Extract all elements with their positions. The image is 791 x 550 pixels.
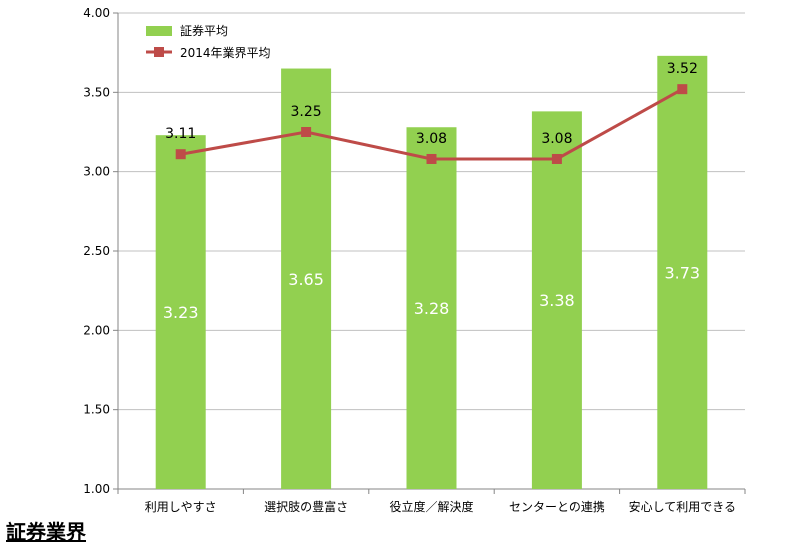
labels: 3.23 3.65 3.28 3.38 3.73 3.11 3.25 3.08 3.08 3.52 [163,61,700,322]
line-data-label: 3.25 [291,104,322,120]
bar [406,127,457,490]
bars [155,55,708,490]
y-tick-label: 1.50 [83,403,110,417]
bar [155,135,206,489]
bar-data-label: 3.28 [414,299,450,318]
x-tick-label: 安心して利用できる [629,499,736,514]
line-point [175,149,186,160]
line-data-label: 3.08 [541,131,572,147]
bar-data-label: 3.73 [664,263,700,282]
x-tick-label: センターとの連携 [509,499,605,514]
bar-data-label: 3.38 [539,291,575,310]
y-tick-label: 4.00 [83,6,110,20]
line-data-label: 3.52 [667,61,698,77]
bar-data-label: 3.23 [163,303,199,322]
bar [281,68,332,490]
y-tick-label: 2.00 [83,323,110,337]
legend: 証券平均 2014年業界平均 [146,23,271,60]
legend-line-label: 2014年業界平均 [180,46,271,60]
line-point [301,127,312,137]
y-tick-label: 3.00 [83,165,110,179]
line-point [426,153,437,164]
page-title: 証券業界 [6,520,86,544]
x-tick-label: 利用しやすさ [145,500,217,514]
x-tick-label: 選択肢の豊富さ [264,499,348,514]
legend-bar-label: 証券平均 [180,23,228,38]
legend-bar-swatch [146,26,172,36]
line-point [551,153,562,164]
bar [531,111,582,489]
legend-line-marker [154,47,164,57]
bar [657,55,708,490]
line-data-label: 3.11 [165,126,196,142]
y-tick-label: 3.50 [83,85,110,99]
y-tick-label: 2.50 [83,244,110,258]
y-tick-label: 1.00 [83,482,110,496]
x-tick-label: 役立度／解決度 [389,499,473,514]
line-series [175,84,688,164]
bar-data-label: 3.65 [288,270,324,289]
line-point [677,84,688,95]
line-data-label: 3.08 [416,131,447,147]
